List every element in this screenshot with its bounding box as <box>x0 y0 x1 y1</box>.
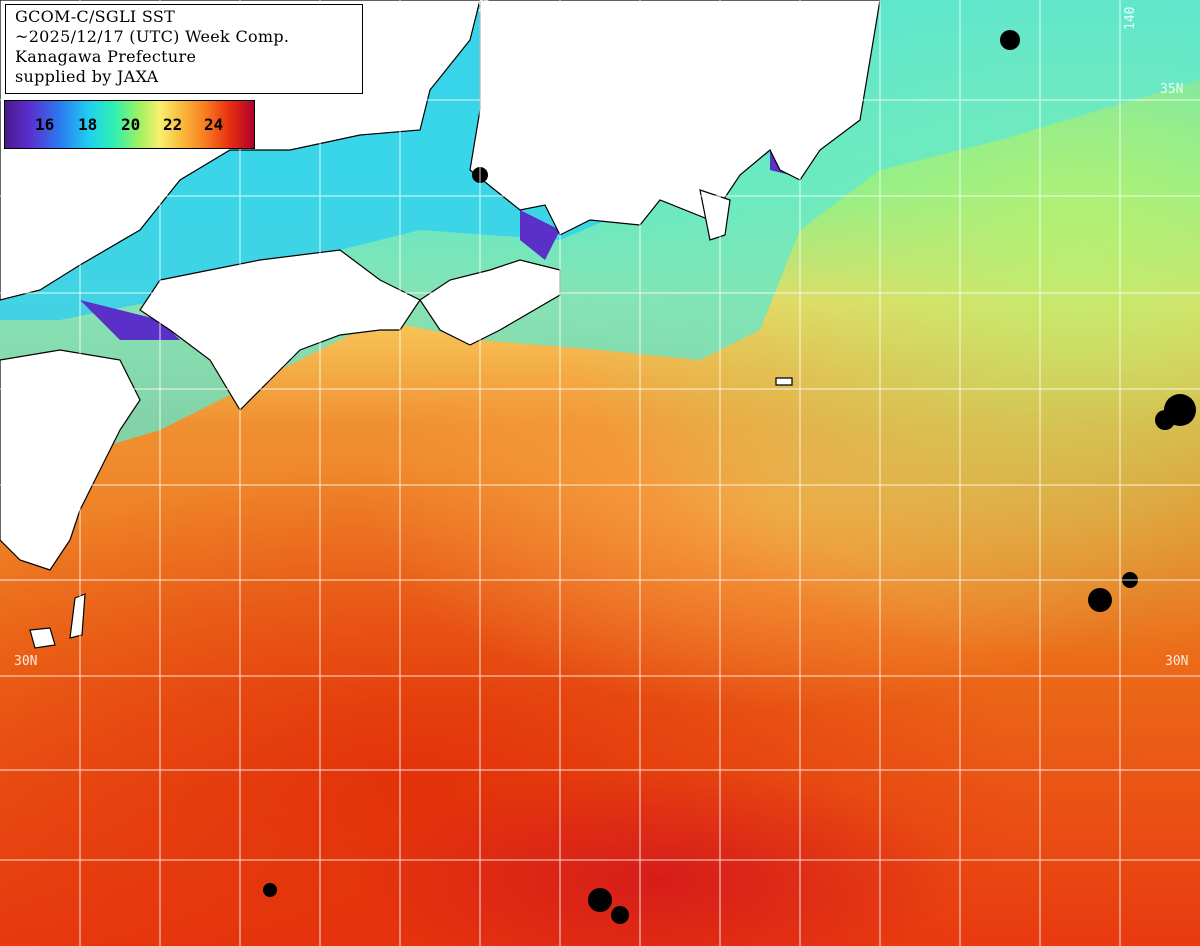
lon-136-label: 136E <box>478 0 493 14</box>
legend-tick-22: 22 <box>163 115 183 134</box>
small-island-3 <box>775 377 793 386</box>
lon-140-label: 140 <box>1123 6 1138 30</box>
lat-35-left-label: 35 <box>14 374 30 389</box>
legend-tick-20: 20 <box>121 115 141 134</box>
legend-tick-16: 16 <box>35 115 55 134</box>
kii-peninsula <box>419 259 561 346</box>
small-island-1 <box>29 627 56 649</box>
title-region: Kanagawa Prefecture <box>15 47 197 66</box>
legend-tick-24: 24 <box>204 115 224 134</box>
lat-35-right-label: 35N <box>1160 82 1184 97</box>
purple-bays <box>80 140 800 340</box>
sst-color-legend: 16 18 20 22 24 <box>4 100 255 149</box>
lat-30-left-label: 30N <box>14 654 38 669</box>
legend-tick-18: 18 <box>78 115 98 134</box>
title-product: GCOM-C/SGLI SST <box>15 7 176 26</box>
title-box: GCOM-C/SGLI SST ~2025/12/17 (UTC) Week C… <box>5 4 363 94</box>
shikoku <box>139 249 421 411</box>
title-credit: supplied by JAXA <box>15 67 159 86</box>
title-date: ~2025/12/17 (UTC) Week Comp. <box>15 27 290 46</box>
lat-30-right-label: 30N <box>1165 654 1189 669</box>
small-island-2 <box>69 593 86 639</box>
kyushu <box>0 349 141 571</box>
deep-red-area <box>0 500 1200 946</box>
